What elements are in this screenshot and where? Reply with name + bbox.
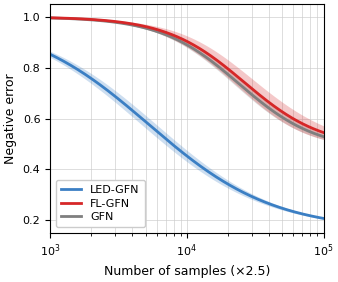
LED-GFN [169, 141, 173, 145]
GFN [169, 35, 173, 38]
FL-GFN [76, 17, 80, 20]
LED-GFN [236, 188, 240, 191]
GFN [321, 135, 325, 138]
X-axis label: Number of samples (×2.5): Number of samples (×2.5) [104, 265, 270, 278]
FL-GFN [48, 16, 52, 19]
LED-GFN [159, 133, 163, 136]
Line: LED-GFN: LED-GFN [50, 54, 323, 219]
GFN [159, 31, 163, 34]
Legend: LED-GFN, FL-GFN, GFN: LED-GFN, FL-GFN, GFN [56, 180, 145, 227]
LED-GFN [48, 52, 52, 56]
FL-GFN [236, 75, 240, 79]
Line: GFN: GFN [50, 18, 323, 137]
LED-GFN [76, 68, 80, 71]
GFN [266, 106, 270, 109]
GFN [76, 17, 80, 21]
Line: FL-GFN: FL-GFN [50, 18, 323, 133]
FL-GFN [159, 29, 163, 32]
FL-GFN [266, 100, 270, 103]
GFN [261, 102, 265, 105]
FL-GFN [321, 131, 325, 134]
FL-GFN [261, 96, 265, 100]
LED-GFN [261, 200, 265, 203]
GFN [48, 16, 52, 20]
LED-GFN [266, 202, 270, 205]
GFN [236, 81, 240, 85]
FL-GFN [169, 32, 173, 36]
LED-GFN [321, 217, 325, 220]
Y-axis label: Negative error: Negative error [4, 73, 17, 164]
